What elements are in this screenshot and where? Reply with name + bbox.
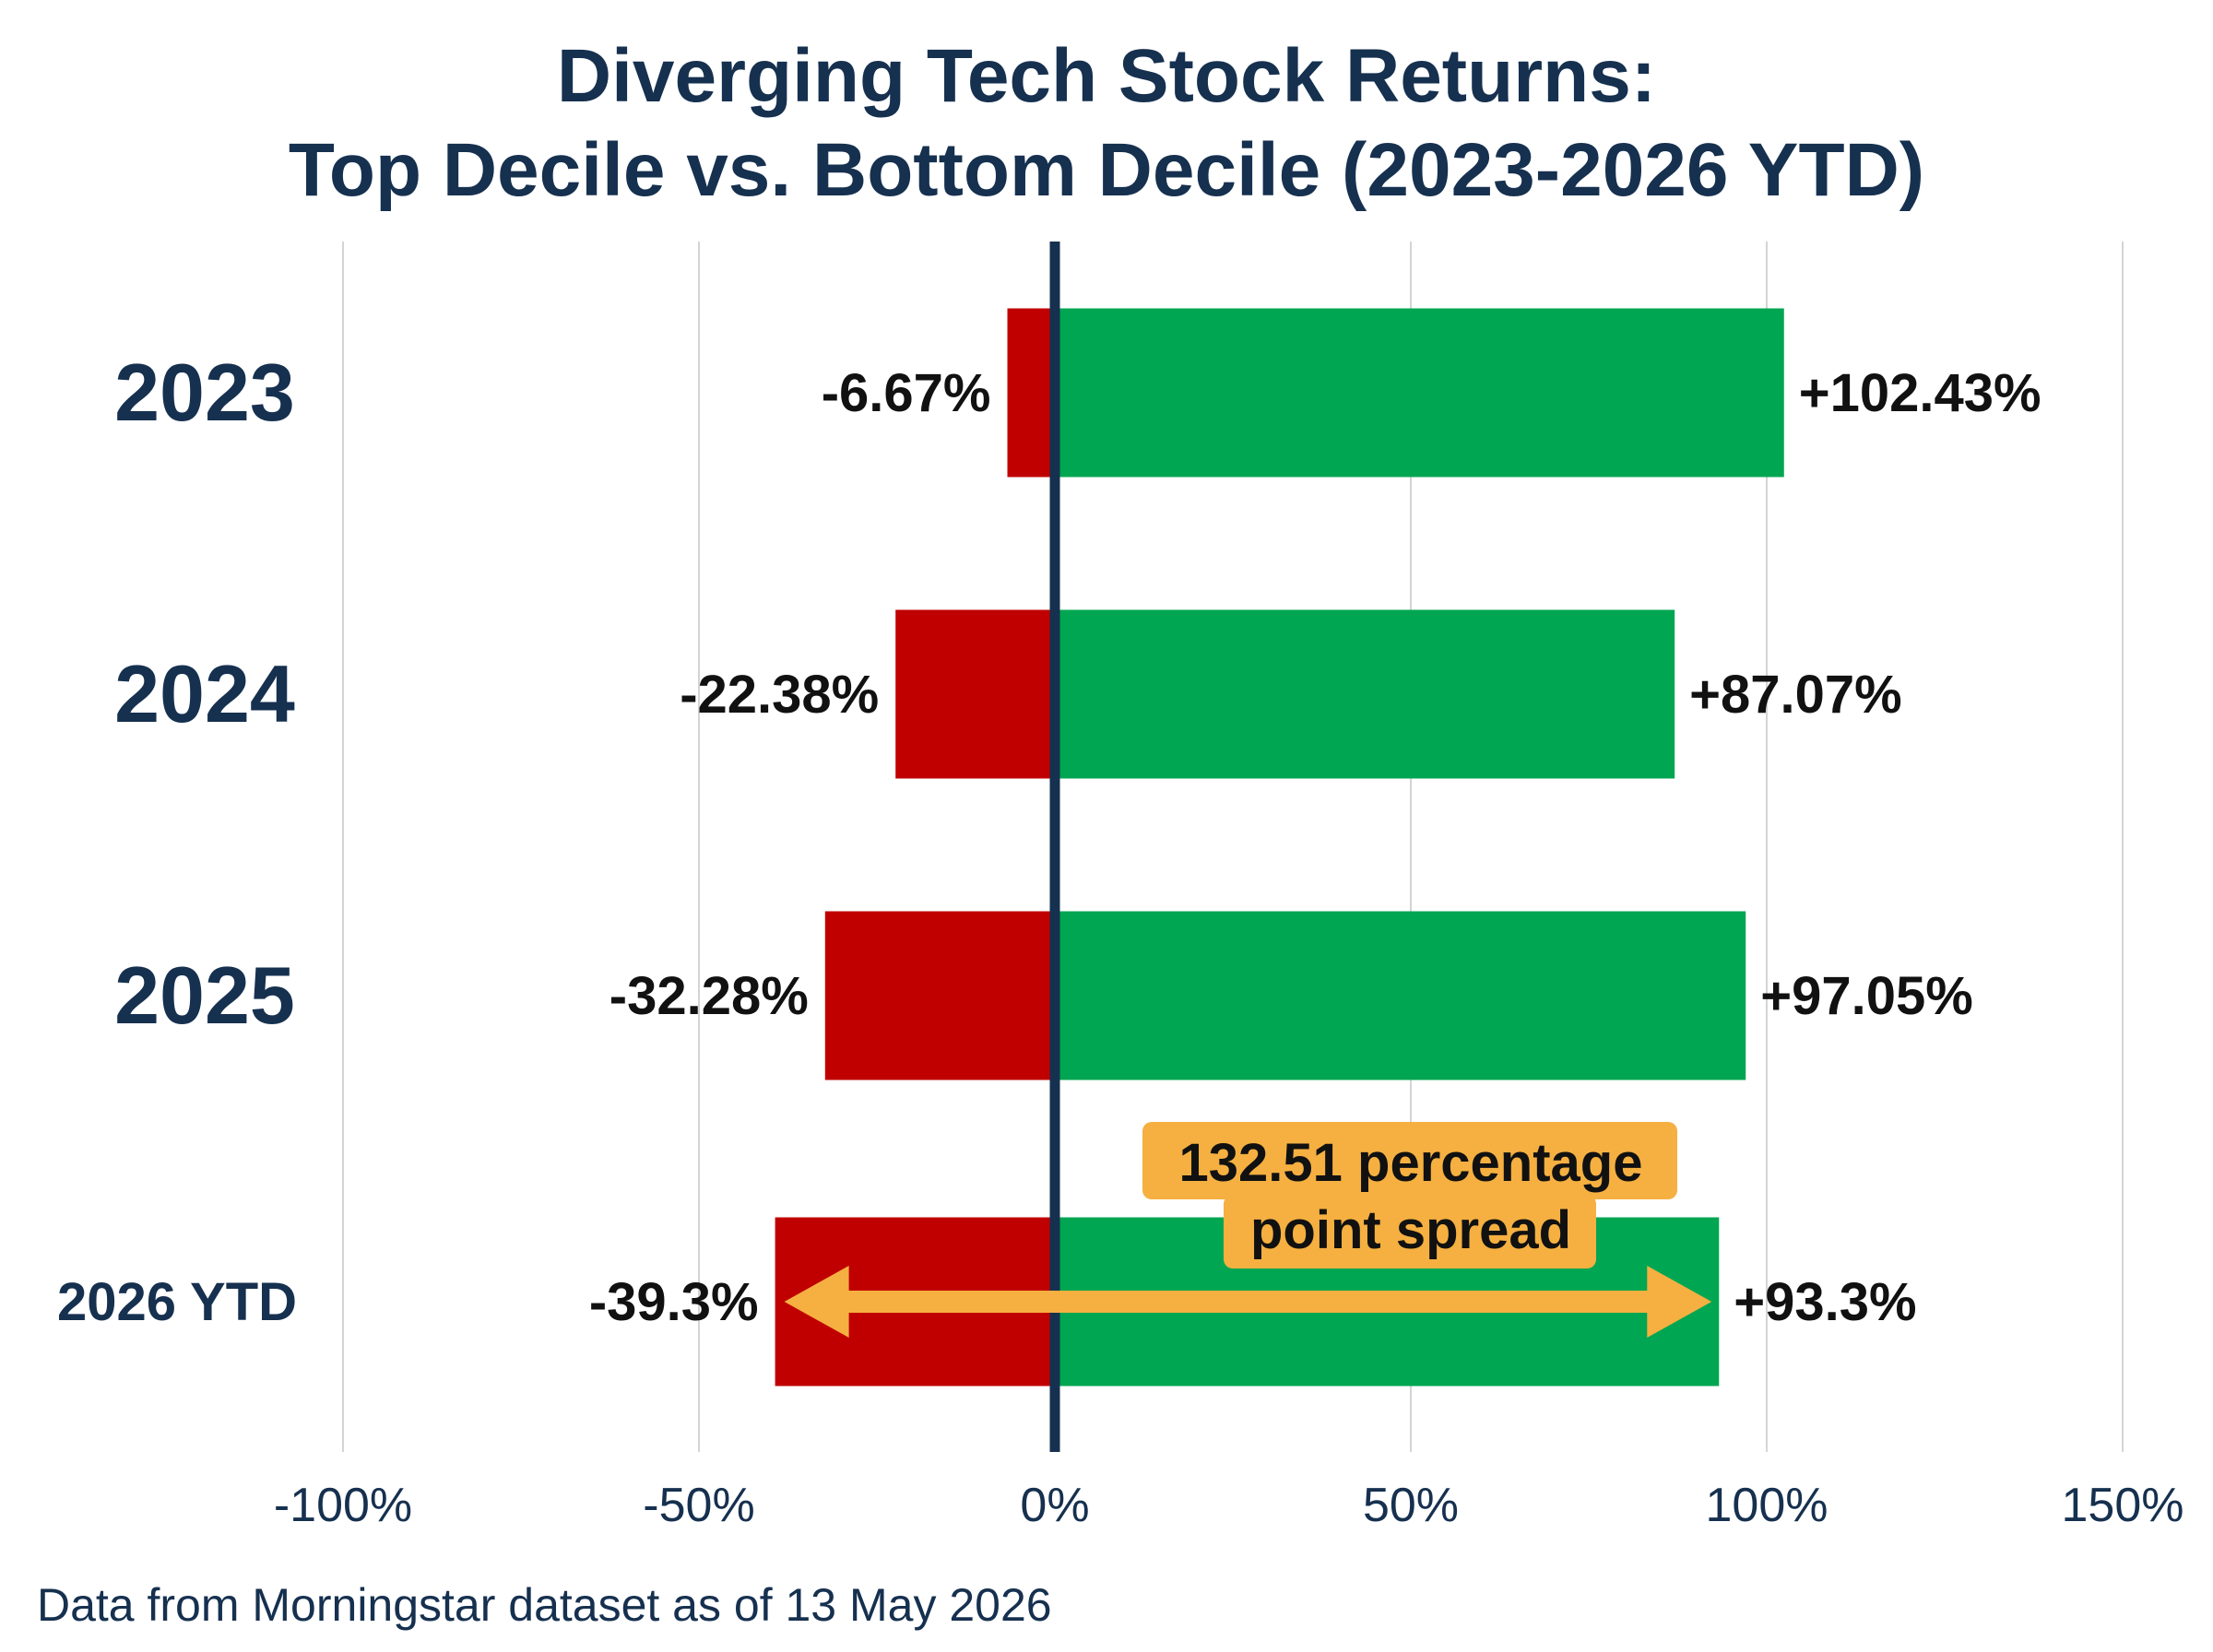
bar-top-0: [1055, 308, 1784, 478]
data-labels: -6.67% +102.43% -22.38% +87.07% -32.28% +97.0…: [589, 363, 2041, 1332]
value-label-top-0: +102.43%: [1799, 363, 2041, 423]
x-tick-label-5: 150%: [2062, 1479, 2184, 1532]
x-tick-label-3: 50%: [1363, 1479, 1459, 1532]
x-tick-label-2: 0%: [1020, 1479, 1089, 1532]
x-tick-label-1: -50%: [643, 1479, 754, 1532]
annotation-line-1: 132.51 percentage: [1179, 1133, 1643, 1193]
bar-top-2: [1055, 911, 1746, 1080]
bar-top-1: [1055, 609, 1675, 779]
chart-title: Diverging Tech Stock Returns: Top Decile…: [289, 34, 1924, 212]
value-label-bottom-2: -32.28%: [609, 966, 809, 1026]
value-label-bottom-1: -22.38%: [680, 665, 879, 725]
spread-annotation: 132.51 percentage point spread: [784, 1122, 1712, 1338]
spread-arrow: [784, 1266, 1712, 1338]
category-label-2: 2025: [114, 950, 295, 1041]
category-labels: 2023 2024 2025 2026 YTD: [57, 347, 297, 1332]
category-label-1: 2024: [114, 648, 295, 739]
annotation-line-2: point spread: [1250, 1200, 1571, 1260]
x-tick-label-4: 100%: [1706, 1479, 1828, 1532]
chart-title-line-1: Diverging Tech Stock Returns:: [557, 34, 1656, 118]
value-label-bottom-3: -39.3%: [589, 1272, 759, 1332]
chart-title-line-2: Top Decile vs. Bottom Decile (2023-2026 …: [289, 128, 1924, 212]
bar-bottom-0: [1007, 308, 1055, 478]
annotation-box-1: [1142, 1122, 1677, 1199]
x-axis-ticks: -100% -50% 0% 50% 100% 150%: [274, 1479, 2184, 1532]
bar-bottom-2: [824, 911, 1055, 1080]
value-label-top-3: +93.3%: [1734, 1272, 1916, 1332]
value-label-top-2: +97.05%: [1760, 966, 1973, 1026]
category-label-3: 2026 YTD: [57, 1272, 297, 1332]
value-label-bottom-0: -6.67%: [822, 363, 991, 423]
value-label-top-1: +87.07%: [1689, 665, 1902, 725]
source-note: Data from Morningstar dataset as of 13 M…: [37, 1579, 1052, 1631]
bar-bottom-1: [895, 609, 1055, 779]
category-label-0: 2023: [114, 347, 295, 438]
x-tick-label-0: -100%: [274, 1479, 412, 1532]
annotation-box-2: [1224, 1195, 1596, 1268]
